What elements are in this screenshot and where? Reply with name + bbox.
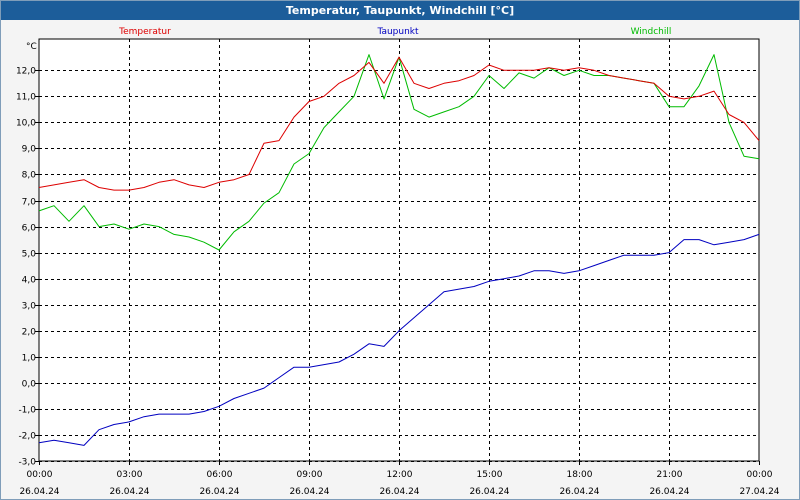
y-axis-unit-label: °C — [26, 42, 37, 52]
x-axis: 00:00 26.04.24 03:00 26.04.24 06:00 26.04.24 0… — [19, 461, 780, 497]
y-tick-label: 1,0 — [22, 354, 37, 364]
x-tick-time-label: 00:00 — [27, 470, 53, 480]
x-tick-time-label: 06:00 — [207, 470, 233, 480]
y-tick-label: 9,0 — [22, 145, 37, 155]
x-tick-date-label: 27.04.24 — [739, 487, 779, 497]
x-tick-time-label: 15:00 — [477, 470, 503, 480]
x-tick-date-label: 26.04.24 — [649, 487, 689, 497]
y-tick-label: 10,0 — [16, 119, 36, 129]
x-tick-time-label: 03:00 — [117, 470, 143, 480]
y-tick-label: 2,0 — [22, 328, 37, 338]
gridlines — [39, 39, 759, 462]
chart-title: Temperatur, Taupunkt, Windchill [°C] — [1, 1, 799, 20]
y-tick-label: 0,0 — [22, 380, 37, 390]
y-tick-label: 3,0 — [22, 302, 37, 312]
y-tick-label: 8,0 — [22, 171, 37, 181]
legend-entry-windchill: Windchill — [631, 27, 672, 37]
y-tick-label: -1,0 — [18, 406, 36, 416]
series-line-taupunkt — [38, 233, 760, 446]
y-tick-label: 5,0 — [22, 250, 37, 260]
x-tick-date-label: 26.04.24 — [109, 487, 149, 497]
y-tick-label: 6,0 — [22, 224, 37, 234]
x-tick-time-label: 12:00 — [387, 470, 413, 480]
y-tick-label: 7,0 — [22, 198, 37, 208]
x-tick-time-label: 00:00 — [747, 470, 773, 480]
legend-entry-taupunkt: Taupunkt — [376, 27, 419, 37]
x-tick-date-label: 26.04.24 — [469, 487, 509, 497]
y-tick-label: -3,0 — [18, 458, 36, 468]
y-tick-label: -2,0 — [18, 432, 36, 442]
series-line-temperatur — [38, 56, 760, 191]
legend-entry-temperatur: Temperatur — [118, 27, 171, 37]
y-axis: °C -3,0 -2,0 -1,0 0,0 1,0 2,0 3,0 4,0 5,0 6,0 7,0 8… — [16, 42, 39, 468]
x-tick-time-label: 09:00 — [297, 470, 323, 480]
x-tick-date-label: 26.04.24 — [199, 487, 239, 497]
y-tick-label: 11,0 — [16, 93, 36, 103]
x-tick-date-label: 26.04.24 — [19, 487, 59, 497]
series-lines — [38, 54, 760, 446]
y-tick-label: 12,0 — [16, 67, 36, 77]
y-tick-label: 4,0 — [22, 276, 37, 286]
x-tick-date-label: 26.04.24 — [379, 487, 419, 497]
x-tick-date-label: 26.04.24 — [559, 487, 599, 497]
x-tick-time-label: 21:00 — [657, 470, 683, 480]
x-tick-time-label: 18:00 — [567, 470, 593, 480]
legend: Temperatur Taupunkt Windchill — [118, 27, 671, 37]
x-tick-date-label: 26.04.24 — [289, 487, 329, 497]
